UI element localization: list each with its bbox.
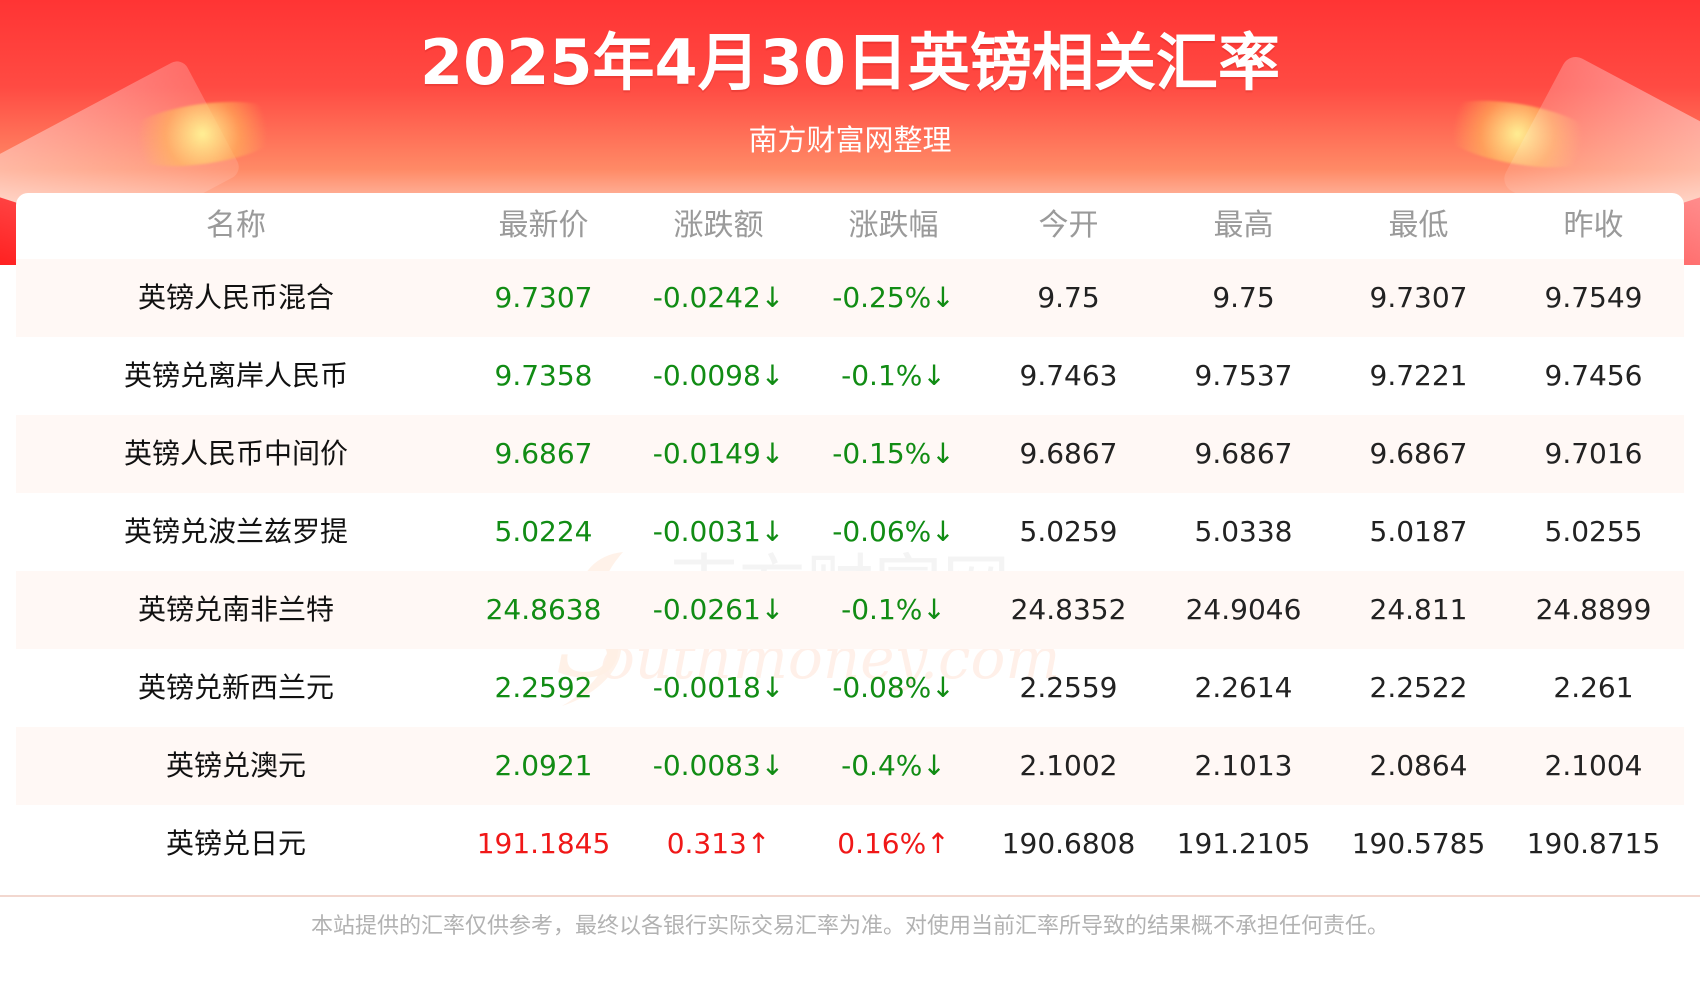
high-value: 2.2614 [1194,671,1293,704]
low-value: 9.7307 [1369,281,1468,314]
disclaimer-text: 本站提供的汇率仅供参考，最终以各银行实际交易汇率为准。对使用当前汇率所导致的结果… [310,914,1389,939]
change-percent-value: 0.16%↑ [837,827,950,860]
change-percent-value: -0.25%↓ [832,281,955,314]
currency-pair-name: 英镑人民币中间价 [123,437,348,470]
low-value: 2.0864 [1369,749,1468,782]
open-value: 2.2559 [1019,671,1118,704]
low-value: 2.2522 [1369,671,1468,704]
change-amount-value: -0.0149↓ [652,437,785,470]
table-row: 英镑兑南非兰特 24.8638 -0.0261↓ -0.1%↓ 24.8352 … [16,571,1684,649]
table-row: 英镑兑离岸人民币 9.7358 -0.0098↓ -0.1%↓ 9.7463 9… [16,337,1684,415]
change-percent-value: -0.1%↓ [841,359,946,392]
table-row: 英镑人民币混合 9.7307 -0.0242↓ -0.25%↓ 9.75 9.7… [16,259,1684,337]
low-value: 9.6867 [1369,437,1468,470]
table-row: 英镑人民币中间价 9.6867 -0.0149↓ -0.15%↓ 9.6867 … [16,415,1684,493]
change-amount-value: -0.0098↓ [652,359,785,392]
high-value: 9.75 [1212,281,1275,314]
column-header-high: 最高 [1213,208,1274,243]
page-subtitle: 南方财富网整理 [748,123,952,157]
high-value: 5.0338 [1194,515,1293,548]
currency-pair-name: 英镑兑南非兰特 [137,593,334,626]
previous-close-value: 9.7456 [1544,359,1643,392]
column-header-name: 名称 [206,208,266,243]
change-amount-value: -0.0083↓ [652,749,785,782]
change-amount-value: -0.0031↓ [652,515,785,548]
latest-price-value: 9.7307 [494,281,593,314]
currency-pair-name: 英镑兑日元 [165,827,306,860]
low-value: 9.7221 [1369,359,1468,392]
latest-price-value: 9.7358 [494,359,593,392]
low-value: 5.0187 [1369,515,1468,548]
table-row: 英镑兑日元 191.1845 0.313↑ 0.16%↑ 190.6808 19… [16,805,1684,883]
low-value: 190.5785 [1351,827,1486,860]
high-value: 2.1013 [1194,749,1293,782]
high-value: 191.2105 [1176,827,1311,860]
latest-price-value: 9.6867 [494,437,593,470]
change-amount-value: -0.0242↓ [652,281,785,314]
currency-pair-name: 英镑兑新西兰元 [137,671,334,704]
previous-close-value: 9.7549 [1544,281,1643,314]
column-header-latest-price: 最新价 [498,208,589,243]
high-value: 9.6867 [1194,437,1293,470]
exchange-rate-table: 名称 最新价 涨跌额 涨跌幅 今开 最高 最低 昨收 英镑人民币混合 9.730… [16,193,1684,896]
open-value: 2.1002 [1019,749,1118,782]
high-value: 9.7537 [1194,359,1293,392]
page-title: 2025年4月30日英镑相关汇率 [420,26,1280,99]
change-percent-value: -0.4%↓ [841,749,946,782]
latest-price-value: 2.0921 [494,749,593,782]
table-row: 英镑兑澳元 2.0921 -0.0083↓ -0.4%↓ 2.1002 2.10… [16,727,1684,805]
low-value: 24.811 [1369,593,1468,626]
latest-price-value: 191.1845 [476,827,611,860]
previous-close-value: 5.0255 [1544,515,1643,548]
column-header-previous-close: 昨收 [1563,208,1624,243]
change-amount-value: -0.0261↓ [652,593,785,626]
currency-pair-name: 英镑兑澳元 [165,749,306,782]
latest-price-value: 24.8638 [485,593,602,626]
column-header-low: 最低 [1388,208,1449,243]
change-amount-value: -0.0018↓ [652,671,785,704]
previous-close-value: 2.1004 [1544,749,1643,782]
footer-divider [0,895,1700,897]
table-row: 英镑兑波兰兹罗提 5.0224 -0.0031↓ -0.06%↓ 5.0259 … [16,493,1684,571]
column-header-open: 今开 [1038,208,1099,243]
table-header-row: 名称 最新价 涨跌额 涨跌幅 今开 最高 最低 昨收 [16,193,1684,259]
open-value: 9.6867 [1019,437,1118,470]
currency-pair-name: 英镑人民币混合 [137,281,334,314]
currency-pair-name: 英镑兑离岸人民币 [123,359,348,392]
open-value: 190.6808 [1001,827,1136,860]
column-header-change-percent: 涨跌幅 [848,208,939,243]
change-percent-value: -0.06%↓ [832,515,955,548]
column-header-change-amount: 涨跌额 [673,208,764,243]
latest-price-value: 5.0224 [494,515,593,548]
open-value: 5.0259 [1019,515,1118,548]
open-value: 24.8352 [1010,593,1127,626]
previous-close-value: 9.7016 [1544,437,1643,470]
change-percent-value: -0.15%↓ [832,437,955,470]
table-row: 英镑兑新西兰元 2.2592 -0.0018↓ -0.08%↓ 2.2559 2… [16,649,1684,727]
high-value: 24.9046 [1185,593,1302,626]
change-percent-value: -0.08%↓ [832,671,955,704]
currency-pair-name: 英镑兑波兰兹罗提 [123,515,348,548]
change-amount-value: 0.313↑ [666,827,771,860]
previous-close-value: 190.8715 [1526,827,1661,860]
previous-close-value: 2.261 [1553,671,1634,704]
previous-close-value: 24.8899 [1535,593,1652,626]
latest-price-value: 2.2592 [494,671,593,704]
change-percent-value: -0.1%↓ [841,593,946,626]
open-value: 9.75 [1037,281,1100,314]
open-value: 9.7463 [1019,359,1118,392]
